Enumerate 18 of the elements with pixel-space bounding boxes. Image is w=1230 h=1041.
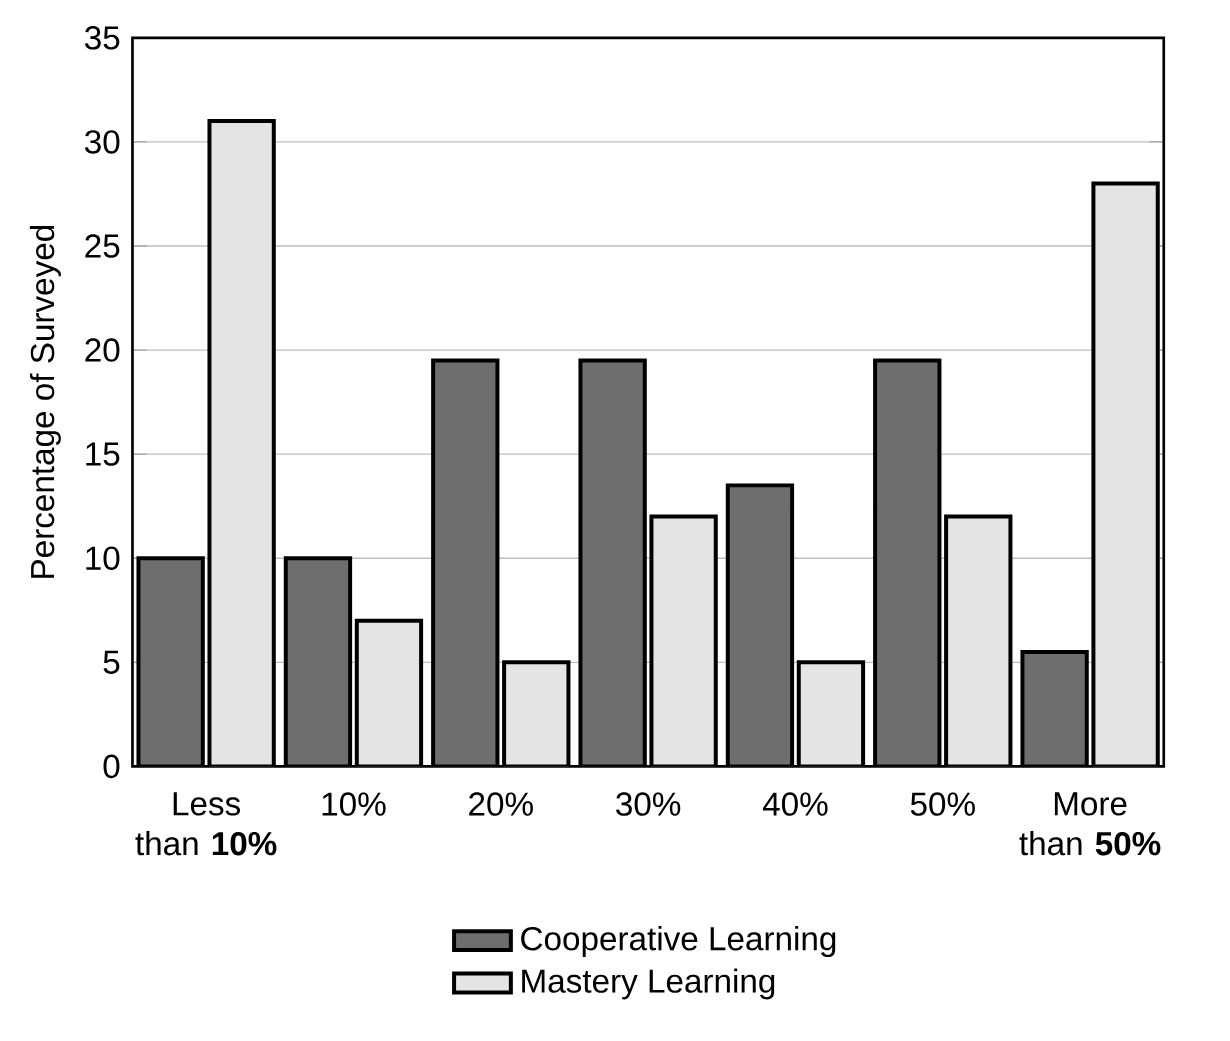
y-tick-label: 10	[86, 546, 120, 571]
y-tick-label: 35	[84, 26, 120, 50]
y-axis-title: Percentage of Surveyed	[29, 226, 61, 578]
x-tick-label: 30%	[616, 792, 681, 816]
y-tick-label: 20	[85, 338, 120, 362]
x-tick-label: Less than 10%	[135, 792, 277, 856]
y-tick-label: 25	[85, 234, 120, 258]
x-tick-label: 40%	[762, 792, 828, 816]
x-tick-label: 50%	[910, 792, 975, 816]
x-tick-label: 20%	[469, 792, 533, 816]
x-tick-label: 10%	[322, 792, 386, 816]
y-tick-label: 0	[103, 754, 120, 779]
y-tick-label: 5	[103, 650, 120, 675]
y-tick-label: 30	[84, 130, 120, 154]
legend-label: Cooperative Learning	[521, 926, 836, 958]
x-tick-label: More than 50%	[1019, 792, 1161, 856]
legend-label: Mastery Learning	[522, 968, 775, 1000]
y-tick-label: 15	[86, 442, 120, 466]
